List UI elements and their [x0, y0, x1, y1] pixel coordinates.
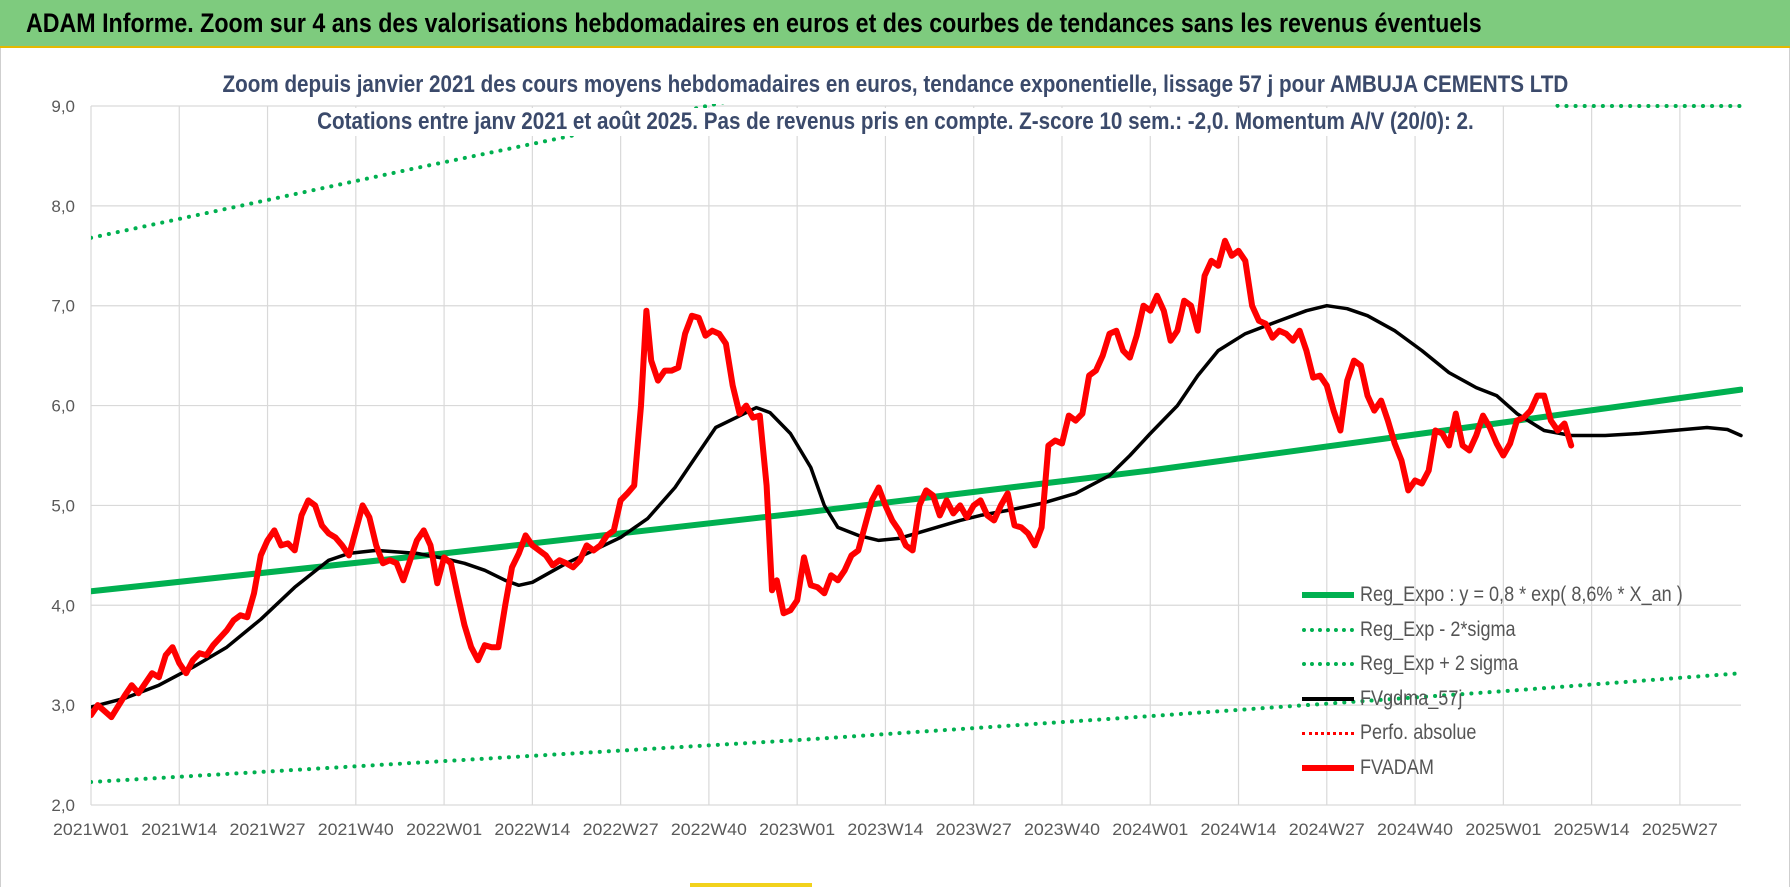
y-tick-label: 2,0: [51, 796, 75, 815]
x-tick-label: 2021W27: [230, 820, 306, 839]
bottom-accent-bar: [690, 883, 812, 887]
chart-subtitle-line2: Cotations entre janv 2021 et août 2025. …: [0, 108, 1790, 136]
x-tick-label: 2025W27: [1642, 820, 1718, 839]
series-line-fvadam: [91, 237, 1575, 721]
series-line-fvgdma-57j: [91, 303, 1743, 709]
y-tick-label: 9,0: [51, 97, 75, 116]
legend-swatch-perfo: [1302, 731, 1354, 735]
y-tick-label: 7,0: [51, 297, 75, 316]
x-tick-label: 2024W14: [1201, 820, 1277, 839]
legend-item-reg-exp-minus: Reg_Exp - 2*sigma: [1302, 613, 1735, 648]
x-tick-label: 2025W14: [1554, 820, 1630, 839]
series-line-reg-exp-2-sigma: [91, 671, 1743, 784]
legend-label-reg-expo: Reg_Expo : y = 0,8 * exp( 8,6% * X_an ): [1360, 583, 1683, 607]
legend-swatch-reg-exp-plus: [1302, 662, 1354, 667]
legend-item-perfo: Perfo. absolue: [1302, 716, 1735, 751]
x-tick-label: 2024W40: [1377, 820, 1453, 839]
series-line-reg-expo-y-0-8-exp-8-6-x-an: [91, 386, 1743, 595]
y-tick-label: 4,0: [51, 596, 75, 615]
legend-swatch-fvadam: [1302, 764, 1354, 771]
legend-swatch-reg-expo: [1302, 592, 1354, 599]
legend-label-fvgdma: FVgdma_57j: [1360, 686, 1463, 710]
x-tick-label: 2024W27: [1289, 820, 1365, 839]
x-tick-label: 2022W27: [583, 820, 659, 839]
y-tick-label: 8,0: [51, 197, 75, 216]
x-tick-label: 2024W01: [1112, 820, 1188, 839]
legend-label-reg-exp-plus: Reg_Exp + 2 sigma: [1360, 652, 1519, 676]
legend-label-fvadam: FVADAM: [1360, 755, 1434, 779]
x-tick-label: 2021W40: [318, 820, 394, 839]
legend-item-reg-exp-plus: Reg_Exp + 2 sigma: [1302, 647, 1735, 682]
report-title: ADAM Informe. Zoom sur 4 ans des valoris…: [26, 8, 1482, 38]
chart-subtitle-line1: Zoom depuis janvier 2021 des cours moyen…: [0, 71, 1790, 99]
x-tick-label: 2023W14: [847, 820, 923, 839]
x-tick-label: 2023W01: [759, 820, 835, 839]
x-tick-label: 2025W01: [1465, 820, 1541, 839]
legend-swatch-reg-exp-minus: [1302, 627, 1354, 632]
x-tick-label: 2022W14: [494, 820, 570, 839]
y-tick-label: 6,0: [51, 397, 75, 416]
legend-swatch-fvgdma: [1302, 696, 1354, 701]
x-tick-label: 2022W40: [671, 820, 747, 839]
legend-label-reg-exp-minus: Reg_Exp - 2*sigma: [1360, 617, 1516, 641]
y-tick-label: 5,0: [51, 496, 75, 515]
y-tick-label: 3,0: [51, 696, 75, 715]
legend-item-reg-expo: Reg_Expo : y = 0,8 * exp( 8,6% * X_an ): [1302, 578, 1735, 613]
legend-item-fvgdma: FVgdma_57j: [1302, 682, 1735, 717]
legend-item-fvadam: FVADAM: [1302, 751, 1735, 786]
report-banner: ADAM Informe. Zoom sur 4 ans des valoris…: [0, 0, 1790, 48]
chart-legend: Reg_Expo : y = 0,8 * exp( 8,6% * X_an ) …: [1302, 578, 1735, 785]
x-tick-label: 2023W27: [936, 820, 1012, 839]
x-tick-label: 2023W40: [1024, 820, 1100, 839]
x-tick-label: 2022W01: [406, 820, 482, 839]
x-tick-label: 2021W14: [141, 820, 217, 839]
x-tick-label: 2021W01: [53, 820, 129, 839]
legend-label-perfo: Perfo. absolue: [1360, 721, 1477, 745]
